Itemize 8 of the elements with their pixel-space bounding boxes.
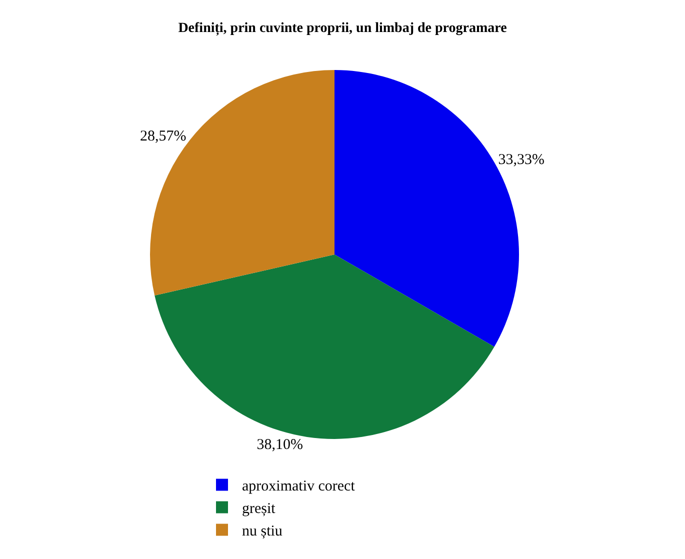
legend-label: greșit	[242, 501, 276, 518]
data-label: 38,10%	[256, 436, 304, 453]
data-label: 33,33%	[498, 152, 545, 168]
pie-slice	[154, 254, 494, 439]
chart-title: Definiți, prin cuvinte proprii, un limbaj de programare	[178, 21, 507, 36]
legend-label: nu știu	[242, 524, 283, 540]
data-label: 28,57%	[140, 128, 186, 144]
legend-label: aproximativ corect	[242, 478, 356, 495]
